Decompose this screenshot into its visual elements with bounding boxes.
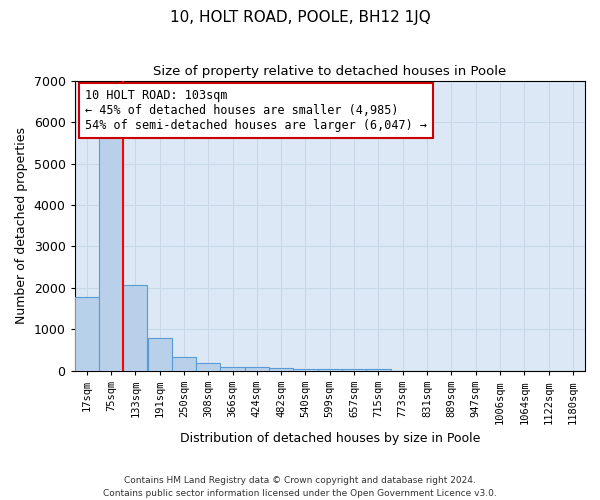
Bar [366,369,391,371]
Bar [293,368,317,371]
Bar [148,338,172,371]
Title: Size of property relative to detached houses in Poole: Size of property relative to detached ho… [153,65,506,78]
Bar [74,297,99,371]
Bar [342,369,366,371]
Bar [99,128,123,371]
X-axis label: Distribution of detached houses by size in Poole: Distribution of detached houses by size … [179,432,480,445]
Bar [196,363,220,371]
Bar [245,367,269,371]
Text: 10, HOLT ROAD, POOLE, BH12 1JQ: 10, HOLT ROAD, POOLE, BH12 1JQ [170,10,430,25]
Text: Contains HM Land Registry data © Crown copyright and database right 2024.
Contai: Contains HM Land Registry data © Crown c… [103,476,497,498]
Y-axis label: Number of detached properties: Number of detached properties [15,127,28,324]
Bar [172,356,196,371]
Bar [269,368,293,371]
Bar [317,368,342,371]
Bar [123,285,148,371]
Text: 10 HOLT ROAD: 103sqm
← 45% of detached houses are smaller (4,985)
54% of semi-de: 10 HOLT ROAD: 103sqm ← 45% of detached h… [85,90,427,132]
Bar [220,366,245,371]
